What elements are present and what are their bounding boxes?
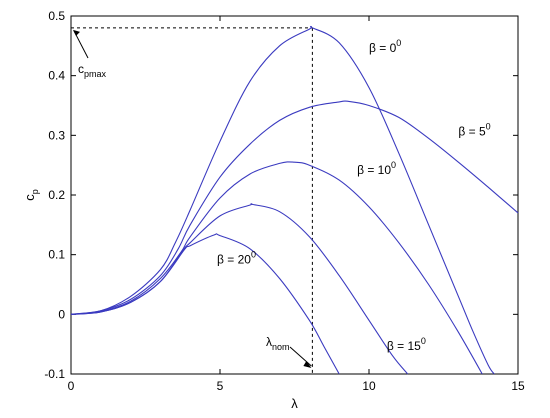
x-tick-label: 15 bbox=[511, 379, 525, 393]
beta-label-15: β = 150 bbox=[387, 336, 426, 353]
lambda-nom-arrow-head bbox=[303, 361, 312, 368]
y-tick-label: 0 bbox=[58, 307, 65, 321]
beta-label-0: β = 00 bbox=[369, 38, 401, 55]
y-tick-label: 0.5 bbox=[48, 9, 65, 23]
beta-label-10: β = 100 bbox=[357, 160, 396, 177]
series-line-beta-0 bbox=[70, 25, 495, 375]
beta-label-20: β = 200 bbox=[217, 250, 256, 267]
y-tick-label: -0.1 bbox=[44, 367, 65, 381]
data-series bbox=[70, 25, 519, 375]
axis-ticks bbox=[70, 15, 519, 375]
x-tick-label: 10 bbox=[362, 379, 376, 393]
x-tick-label: 0 bbox=[68, 379, 75, 393]
x-tick-label: 5 bbox=[217, 379, 224, 393]
y-tick-label: 0.2 bbox=[48, 188, 65, 202]
axis-tick-labels: 0 5 10 15-0.100.10.20.30.40.5 bbox=[44, 9, 525, 393]
y-tick-label: 0.3 bbox=[48, 128, 65, 142]
x-axis-label: λ bbox=[291, 396, 298, 411]
guide-lines bbox=[71, 27, 313, 374]
beta-label-5: β = 50 bbox=[458, 121, 490, 138]
y-tick-label: 0.4 bbox=[48, 69, 65, 83]
axis-labels: λ cp bbox=[22, 189, 298, 411]
y-axis-label: cp bbox=[22, 189, 40, 201]
series-line-beta-5 bbox=[70, 100, 519, 315]
series-line-beta-10 bbox=[70, 161, 483, 375]
lambda-nom-arrow-line bbox=[289, 346, 312, 367]
series-line-beta-20 bbox=[70, 233, 340, 375]
y-tick-label: 0.1 bbox=[48, 248, 65, 262]
cpmax-arrow-head bbox=[73, 29, 80, 36]
